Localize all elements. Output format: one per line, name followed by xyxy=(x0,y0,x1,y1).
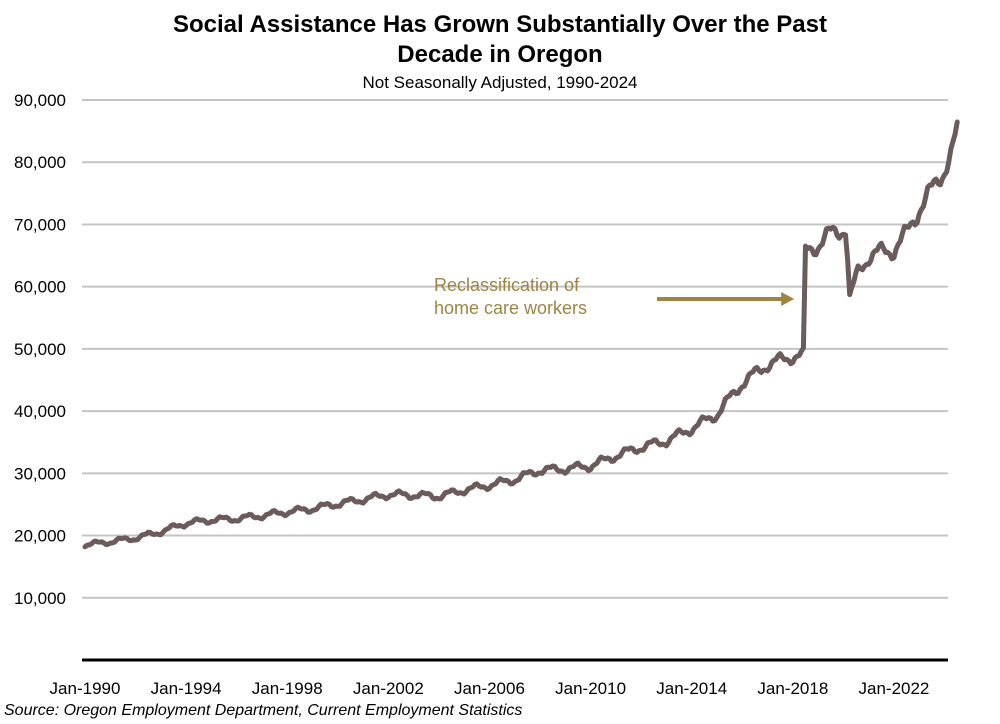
annotation-text: Reclassification of xyxy=(434,275,580,295)
y-tick-label: 80,000 xyxy=(14,153,66,172)
annotation-group: Reclassification of home care workers xyxy=(434,275,795,318)
chart-title-line-2: Decade in Oregon xyxy=(397,41,603,68)
x-tick-label: Jan-2006 xyxy=(454,679,525,698)
chart-subtitle: Not Seasonally Adjusted, 1990-2024 xyxy=(362,73,638,92)
chart-title: Social Assistance Has Grown Substantiall… xyxy=(0,10,1000,70)
x-tick-label: Jan-1998 xyxy=(252,679,323,698)
x-tick-label: Jan-1990 xyxy=(50,679,121,698)
x-axis-ticks: Jan-1990 Jan-1994 Jan-1998 Jan-2002 Jan-2006… xyxy=(50,679,930,698)
y-tick-label: 90,000 xyxy=(14,91,66,110)
x-tick-label: Jan-2002 xyxy=(353,679,424,698)
y-tick-label: 20,000 xyxy=(14,527,66,546)
source-note: Source: Oregon Employment Department, Cu… xyxy=(4,702,523,719)
series-group xyxy=(82,119,960,550)
annotation-arrow-head xyxy=(781,292,795,306)
x-tick-label: Jan-2014 xyxy=(656,679,727,698)
x-tick-label: Jan-1994 xyxy=(151,679,222,698)
y-tick-label: 70,000 xyxy=(14,215,66,234)
y-tick-label: 50,000 xyxy=(14,340,66,359)
y-tick-label: 40,000 xyxy=(14,402,66,421)
x-tick-label: Jan-2010 xyxy=(555,679,626,698)
y-axis-ticks: 10,000 20,000 30,000 40,000 50,000 60,000 70,0… xyxy=(14,91,66,608)
x-tick-label: Jan-2018 xyxy=(757,679,828,698)
series-line xyxy=(82,119,960,550)
chart-title-line-1: Social Assistance Has Grown Substantiall… xyxy=(172,11,827,38)
y-tick-label: 30,000 xyxy=(14,464,66,483)
x-tick-label: Jan-2022 xyxy=(859,679,930,698)
y-tick-label: 60,000 xyxy=(14,278,66,297)
annotation-text: home care workers xyxy=(434,298,587,318)
y-tick-label: 10,000 xyxy=(14,589,66,608)
